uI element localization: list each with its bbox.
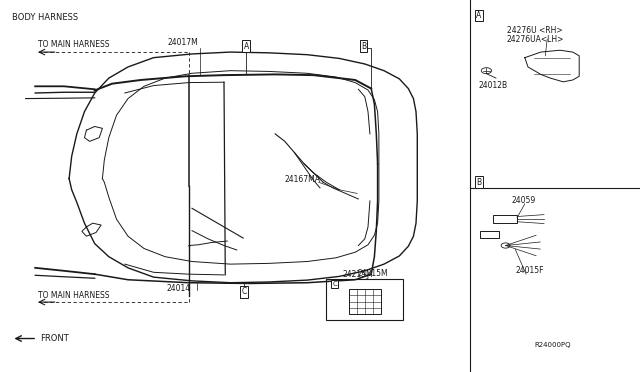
Text: C: C bbox=[332, 281, 337, 287]
Text: 24276U <RH>: 24276U <RH> bbox=[507, 26, 563, 35]
Bar bbox=[349, 289, 381, 314]
Text: R24000PQ: R24000PQ bbox=[534, 342, 571, 348]
Text: A: A bbox=[244, 42, 249, 51]
Text: 24059: 24059 bbox=[512, 196, 536, 205]
Text: TO MAIN HARNESS: TO MAIN HARNESS bbox=[38, 291, 110, 299]
Bar bbox=[326, 279, 403, 320]
Text: 24012B: 24012B bbox=[479, 81, 508, 90]
Text: BODY HARNESS: BODY HARNESS bbox=[12, 13, 77, 22]
Text: 24276UA<LH>: 24276UA<LH> bbox=[507, 35, 564, 44]
Text: 24015F: 24015F bbox=[515, 266, 544, 275]
Text: C: C bbox=[242, 287, 247, 296]
Text: B: B bbox=[476, 178, 481, 187]
Bar bbox=[480, 231, 499, 238]
Text: FRONT: FRONT bbox=[40, 334, 68, 343]
Text: B: B bbox=[361, 42, 366, 51]
Text: 24215M: 24215M bbox=[342, 270, 373, 279]
Text: 24017M: 24017M bbox=[168, 38, 198, 47]
Text: 24014: 24014 bbox=[166, 284, 191, 293]
Text: TO MAIN HARNESS: TO MAIN HARNESS bbox=[38, 39, 110, 48]
Bar bbox=[493, 215, 517, 223]
Text: 24215M: 24215M bbox=[357, 269, 388, 278]
Text: A: A bbox=[476, 11, 481, 20]
Text: 24167MA: 24167MA bbox=[285, 175, 321, 184]
